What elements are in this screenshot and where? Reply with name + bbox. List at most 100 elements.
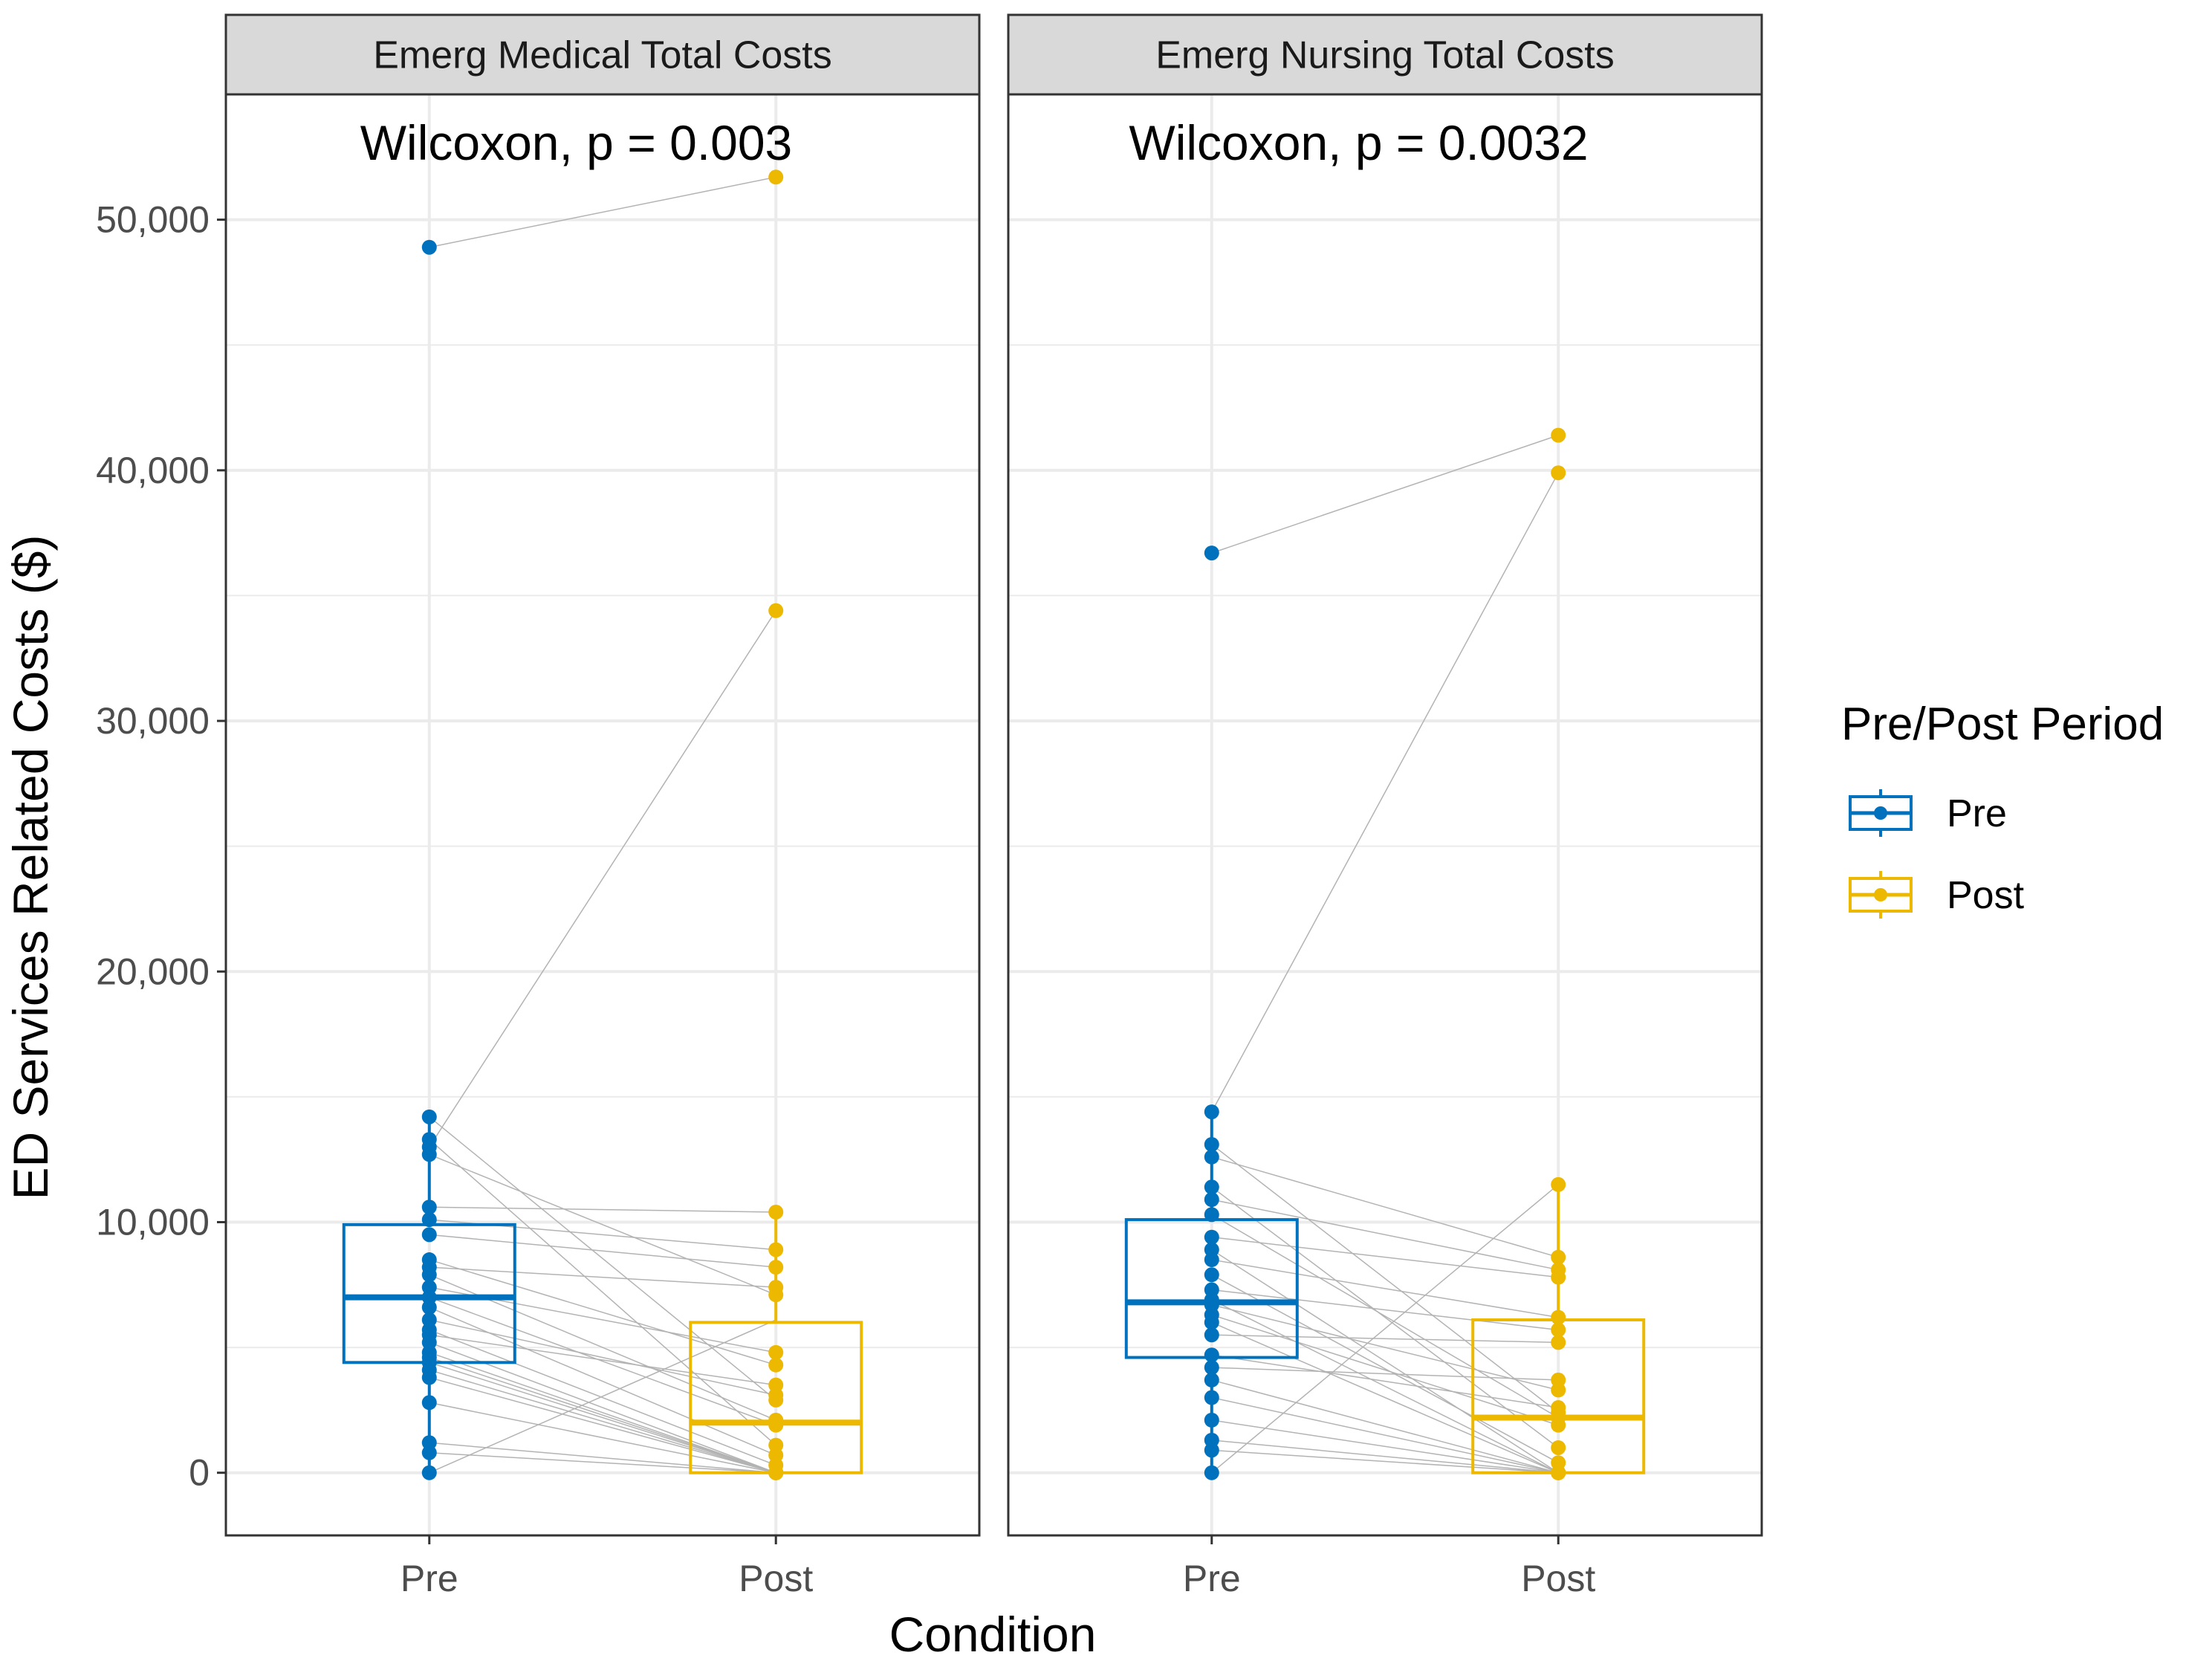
- pairing-line: [429, 1356, 776, 1474]
- data-point-pre: [1204, 1104, 1219, 1120]
- x-tick-label: Pre: [400, 1558, 458, 1599]
- pairing-line: [1211, 1274, 1559, 1463]
- pairing-line: [429, 1139, 776, 1446]
- pairing-line: [429, 1266, 776, 1288]
- legend-item-post: Post: [1849, 871, 2025, 919]
- data-point-pre: [1204, 1252, 1219, 1268]
- y-tick-label: 40,000: [96, 450, 210, 491]
- strip-background: [1007, 13, 1763, 96]
- data-point-pre: [1204, 1347, 1219, 1363]
- data-point-pre: [1204, 1149, 1219, 1165]
- panel-background: [226, 94, 979, 1535]
- pairing-line: [1211, 1186, 1559, 1448]
- y-tick-label: 50,000: [96, 199, 210, 241]
- data-point-pre: [421, 1370, 437, 1385]
- pairing-line: [429, 1206, 776, 1213]
- data-point-post: [1551, 1309, 1566, 1325]
- pairing-line: [1211, 1289, 1559, 1331]
- data-point-post: [768, 1465, 784, 1480]
- pairing-line: [429, 1334, 776, 1386]
- wilcoxon-annotation: Wilcoxon, p = 0.0032: [1129, 115, 1588, 170]
- pairing-line: [429, 1369, 776, 1474]
- y-axis-title: ED Services Related Costs ($): [3, 535, 58, 1200]
- legend-item-pre: Pre: [1849, 789, 2007, 837]
- pairing-line: [429, 1116, 776, 1401]
- y-tick-label: 0: [189, 1452, 210, 1494]
- data-point-pre: [1204, 1327, 1219, 1343]
- data-point-pre: [1204, 1315, 1219, 1330]
- legend: Pre/Post Period Pre Post: [1841, 699, 2164, 919]
- x-tick-label: Pre: [1183, 1558, 1241, 1599]
- pairing-line: [429, 1234, 776, 1268]
- pairing-line: [429, 1259, 776, 1366]
- pairing-line: [1211, 1199, 1559, 1271]
- data-point-pre: [1204, 1360, 1219, 1376]
- facet-panel-1: Wilcoxon, p = 0.003 Emerg Medical Total C…: [96, 13, 981, 1599]
- strip-background: [224, 13, 981, 96]
- data-point-post: [1551, 1176, 1566, 1192]
- pairing-line: [1211, 1249, 1559, 1474]
- facet-panel-2: Wilcoxon, p = 0.0032 Emerg Nursing Total …: [1007, 13, 1763, 1599]
- data-point-pre: [1204, 1136, 1219, 1152]
- pairing-line: [1211, 1259, 1559, 1318]
- data-point-pre: [1204, 1179, 1219, 1195]
- data-point-pre: [421, 1199, 437, 1215]
- data-point-pre: [1204, 1229, 1219, 1245]
- data-point-post: [1551, 1322, 1566, 1338]
- pairing-line: [1211, 434, 1559, 554]
- data-point-pre: [1204, 1372, 1219, 1388]
- pairing-line: [429, 1352, 776, 1474]
- x-tick-label: Post: [1521, 1558, 1595, 1599]
- data-point-pre: [421, 1147, 437, 1162]
- data-point-post: [1551, 1249, 1566, 1265]
- data-point-pre: [421, 1465, 437, 1480]
- pairing-line: [1211, 1449, 1559, 1474]
- panel-border: [224, 93, 981, 1537]
- legend-key-post: [1849, 871, 1913, 919]
- pairing-line: [429, 1361, 776, 1474]
- pairing-line: [429, 1402, 776, 1474]
- panel-background: [1008, 94, 1762, 1535]
- pairing-line: [1211, 1379, 1559, 1474]
- data-point-post: [768, 169, 784, 185]
- data-point-pre: [1204, 1412, 1219, 1428]
- pairing-line: [429, 1319, 776, 1474]
- data-point-post: [768, 1204, 784, 1220]
- data-point-pre: [421, 1109, 437, 1124]
- pairing-line: [1211, 1144, 1559, 1414]
- data-point-pre: [1204, 1465, 1219, 1480]
- pairing-line: [429, 1376, 776, 1474]
- x-axis-title: Condition: [889, 1607, 1097, 1661]
- data-point-pre: [421, 1227, 437, 1243]
- legend-label-post: Post: [1947, 874, 2025, 917]
- data-point-pre: [421, 1212, 437, 1228]
- pairing-line: [429, 1296, 776, 1426]
- strip-title: Emerg Nursing Total Costs: [1155, 34, 1615, 77]
- strip-title: Emerg Medical Total Costs: [373, 34, 832, 77]
- data-point-post: [768, 1357, 784, 1373]
- data-point-pre: [421, 1267, 437, 1283]
- wilcoxon-annotation: Wilcoxon, p = 0.003: [360, 115, 793, 170]
- data-point-post: [1551, 1335, 1566, 1350]
- pairing-line: [429, 1153, 776, 1295]
- data-point-post: [1551, 1382, 1566, 1398]
- data-point-pre: [1204, 1267, 1219, 1283]
- data-point-pre: [1204, 1443, 1219, 1458]
- pairing-line: [1211, 1299, 1559, 1474]
- pairing-line: [429, 1451, 776, 1474]
- data-point-post: [1551, 465, 1566, 481]
- pairing-line: [1211, 1184, 1559, 1474]
- data-point-pre: [421, 1300, 437, 1315]
- pairing-line: [429, 1341, 776, 1474]
- x-tick-label: Post: [739, 1558, 813, 1599]
- legend-key-pre: [1849, 789, 1913, 837]
- pairing-line: [1211, 1419, 1559, 1474]
- panel-border: [1007, 93, 1763, 1537]
- data-point-pre: [1204, 545, 1219, 561]
- pairing-line: [1211, 1321, 1559, 1474]
- data-point-post: [768, 1287, 784, 1303]
- legend-title: Pre/Post Period: [1841, 699, 2164, 750]
- pairing-line: [1211, 1354, 1559, 1408]
- data-point-pre: [1204, 1390, 1219, 1405]
